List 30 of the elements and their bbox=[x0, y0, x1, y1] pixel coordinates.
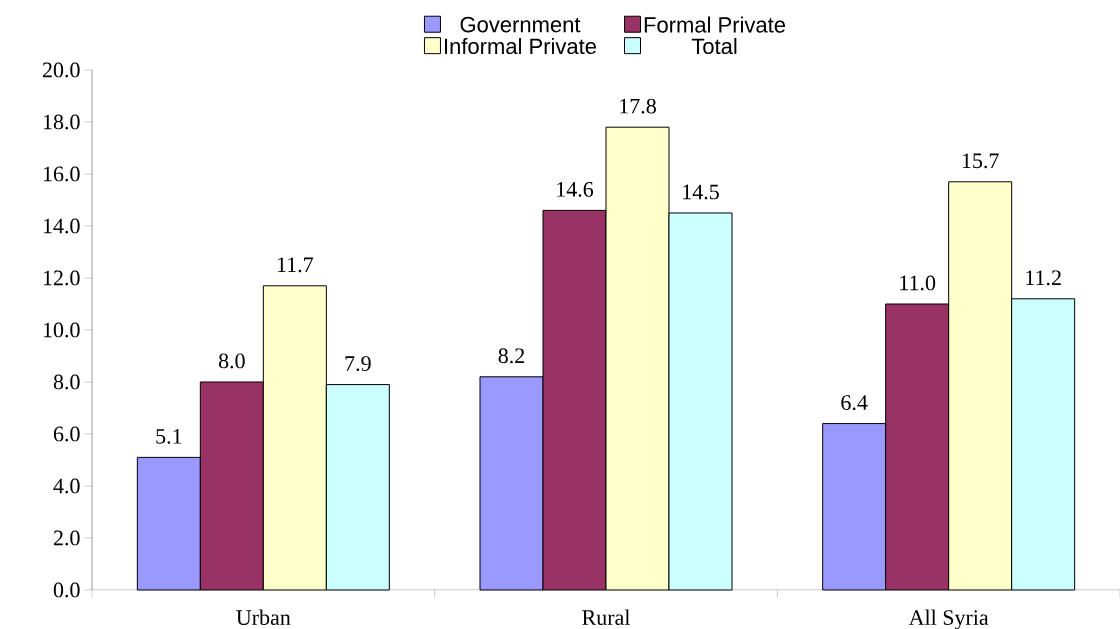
y-tick-label: 6.0 bbox=[53, 426, 80, 442]
x-tick-label: Rural bbox=[582, 609, 631, 625]
data-label: 5.1 bbox=[156, 429, 182, 444]
data-label: 8.2 bbox=[498, 348, 525, 364]
data-label: 11.2 bbox=[1026, 270, 1061, 286]
data-label: 6.4 bbox=[841, 395, 868, 411]
data-label: 11.7 bbox=[277, 257, 314, 273]
legend-label: Informal Private bbox=[444, 37, 597, 55]
y-tick-label: 2.0 bbox=[53, 530, 80, 546]
data-label: 14.6 bbox=[557, 181, 594, 197]
y-tick-label: 12.0 bbox=[43, 270, 80, 286]
y-tick-label: 20.0 bbox=[42, 62, 80, 78]
y-tick-label: 14.0 bbox=[43, 218, 80, 234]
legend-label: Formal Private bbox=[644, 16, 786, 33]
y-tick-label: 10.0 bbox=[43, 322, 80, 338]
data-label: 17.8 bbox=[620, 98, 656, 114]
y-tick-label: 16.0 bbox=[43, 166, 80, 182]
x-tick-label: Urban bbox=[236, 609, 291, 625]
y-tick-label: 8.0 bbox=[53, 374, 80, 390]
data-label: 7.9 bbox=[345, 356, 371, 372]
data-label: 14.5 bbox=[683, 184, 719, 200]
data-label: 15.7 bbox=[962, 153, 999, 169]
data-label: 8.0 bbox=[218, 353, 245, 369]
data-label: 11.0 bbox=[900, 275, 936, 291]
y-tick-label: 0.0 bbox=[53, 582, 80, 598]
legend-label: Government bbox=[460, 16, 581, 33]
y-tick-label: 4.0 bbox=[53, 478, 80, 494]
x-tick-label: All Syria bbox=[908, 609, 989, 629]
y-tick-label: 18.0 bbox=[43, 114, 80, 130]
legend-label: Total bbox=[691, 37, 737, 55]
